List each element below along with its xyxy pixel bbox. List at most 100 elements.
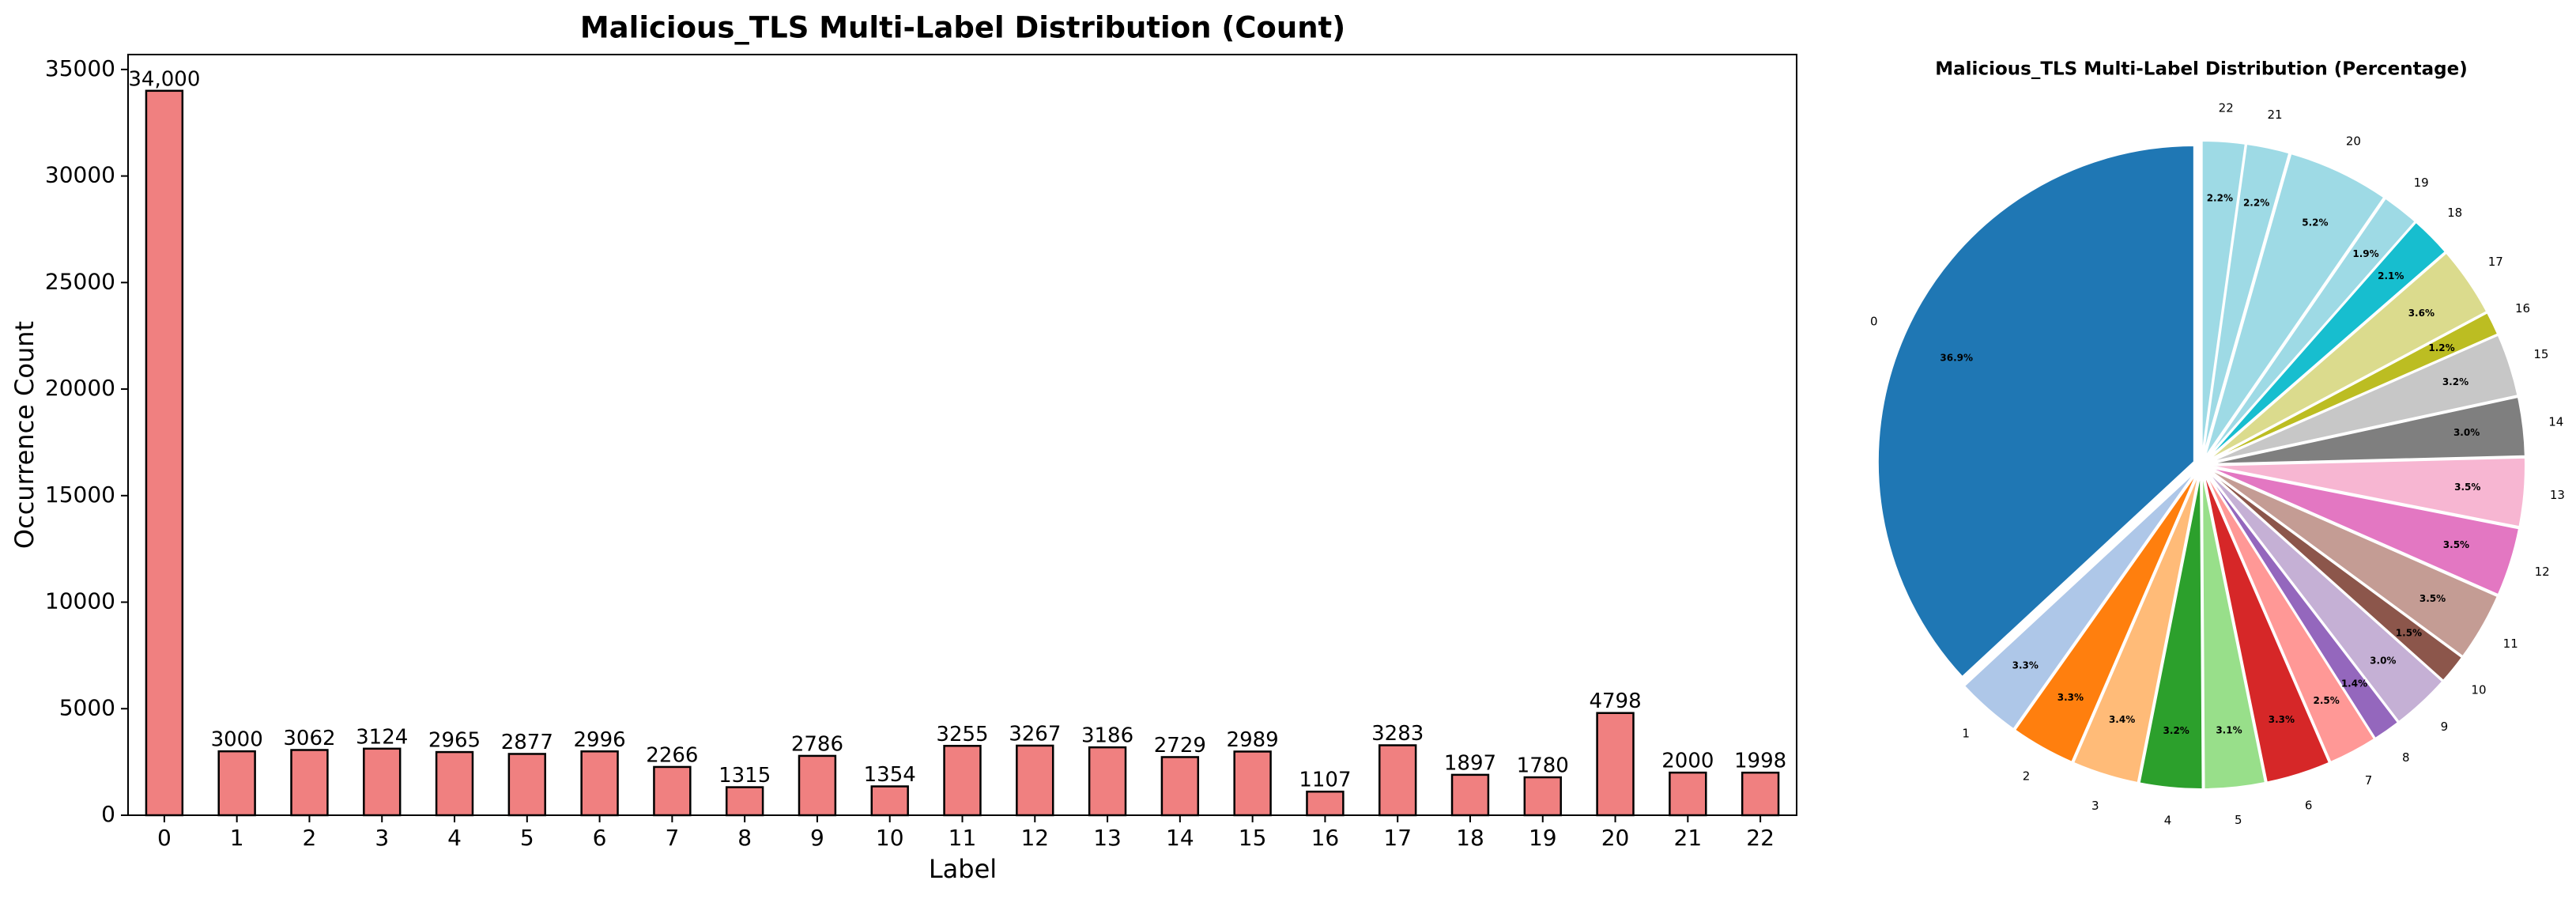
value-label: 3267 (1009, 722, 1061, 746)
bar (1160, 756, 1200, 817)
slice-label: 3 (2091, 799, 2099, 813)
value-label: 2266 (646, 743, 698, 767)
slice-label: 10 (2471, 682, 2486, 697)
x-tick-label: 2 (303, 825, 317, 851)
bar (435, 750, 474, 817)
slice-label: 7 (2365, 773, 2373, 788)
bar (1088, 746, 1127, 817)
percent-label: 3.0% (2370, 655, 2396, 666)
percent-label: 3.2% (2442, 376, 2469, 387)
bar (290, 749, 329, 817)
pie-slice (2207, 469, 2464, 682)
percent-label: 3.3% (2269, 714, 2295, 725)
percent-label: 3.2% (2163, 725, 2189, 736)
value-label: 2996 (574, 728, 626, 752)
slice-label: 18 (2447, 206, 2462, 220)
plot-frame (127, 54, 1797, 816)
value-label: 1107 (1299, 769, 1351, 792)
pie-slice (2138, 472, 2204, 790)
y-tick-label: 0 (101, 801, 115, 827)
percent-label: 36.9% (1940, 352, 1973, 363)
x-tick-label: 10 (876, 825, 904, 851)
x-tick-label: 13 (1093, 825, 1122, 851)
x-axis-label: Label (929, 854, 997, 884)
pie-slice (2208, 311, 2499, 463)
value-label: 1897 (1444, 751, 1496, 775)
pie-slice (2207, 251, 2488, 462)
value-label: 1354 (864, 763, 916, 787)
slice-label: 4 (2164, 813, 2172, 827)
bar (217, 750, 256, 817)
x-tick-label: 1 (230, 825, 244, 851)
bar (798, 754, 837, 817)
percent-label: 3.4% (2109, 714, 2135, 725)
slice-label: 5 (2235, 813, 2242, 827)
value-label: 2965 (428, 729, 481, 753)
pie-title: Malicious_TLS Multi-Label Distribution (… (1935, 59, 2467, 80)
slice-label: 16 (2515, 301, 2530, 315)
y-tick-label: 5000 (59, 694, 115, 720)
slice-label: 6 (2305, 799, 2313, 813)
pie-slice (2201, 140, 2246, 458)
bar (145, 89, 184, 817)
bar-title: Malicious_TLS Multi-Label Distribution (… (580, 11, 1345, 45)
bar (580, 750, 619, 817)
value-label: 2786 (791, 732, 843, 756)
value-label: 3255 (936, 723, 988, 746)
pie-slice (2204, 471, 2376, 764)
value-label: 1315 (718, 764, 771, 788)
pie-slice (2201, 472, 2267, 790)
pie-slice (2208, 468, 2499, 658)
slice-label: 13 (2550, 488, 2565, 502)
bar (653, 765, 692, 817)
y-tick-label: 30000 (45, 162, 115, 188)
value-label: 3124 (356, 725, 408, 749)
pie-slice (2202, 142, 2291, 458)
x-tick-label: 21 (1674, 825, 1703, 851)
bar (1233, 750, 1272, 817)
slice-label: 9 (2441, 720, 2449, 734)
y-tick-label: 10000 (45, 588, 115, 614)
slice-label: 12 (2535, 565, 2550, 579)
value-label: 4798 (1589, 690, 1641, 713)
percent-label: 3.3% (2057, 692, 2084, 703)
value-label: 1998 (1734, 750, 1786, 773)
x-tick-label: 8 (737, 825, 752, 851)
slice-label: 0 (1870, 315, 1878, 329)
slice-label: 14 (2548, 415, 2563, 429)
percent-label: 2.2% (2243, 198, 2269, 209)
value-label: 3283 (1371, 722, 1424, 746)
slice-label: 1 (1962, 726, 1970, 740)
slice-label: 2 (2023, 769, 2031, 784)
slice-label: 19 (2414, 176, 2429, 190)
value-label: 3000 (211, 728, 263, 752)
pie-slice (2072, 472, 2201, 784)
bar (507, 753, 547, 817)
y-axis-label: Occurrence Count (9, 321, 40, 549)
x-tick-label: 14 (1166, 825, 1194, 851)
percent-label: 1.4% (2341, 678, 2367, 690)
y-tick-label: 25000 (45, 268, 115, 294)
y-tick-label: 20000 (45, 375, 115, 401)
value-label: 34,000 (128, 67, 200, 91)
pie-slice (2208, 467, 2521, 596)
percent-label: 3.0% (2453, 427, 2480, 438)
pie-slice (2204, 152, 2386, 459)
percent-label: 3.5% (2454, 482, 2480, 493)
y-tick-label: 35000 (45, 55, 115, 81)
value-label: 3062 (283, 727, 335, 750)
slice-label: 17 (2488, 255, 2503, 269)
slice-label: 20 (2346, 134, 2361, 149)
bar (363, 747, 402, 817)
x-tick-label: 15 (1239, 825, 1267, 851)
x-tick-label: 4 (447, 825, 462, 851)
percent-label: 2.1% (2378, 270, 2404, 281)
value-label: 3186 (1081, 724, 1133, 748)
bar (1306, 790, 1345, 817)
bar (1741, 771, 1780, 817)
bar (1523, 776, 1562, 817)
x-tick-label: 7 (665, 825, 679, 851)
x-tick-label: 6 (593, 825, 607, 851)
pie-slice (2206, 221, 2447, 460)
